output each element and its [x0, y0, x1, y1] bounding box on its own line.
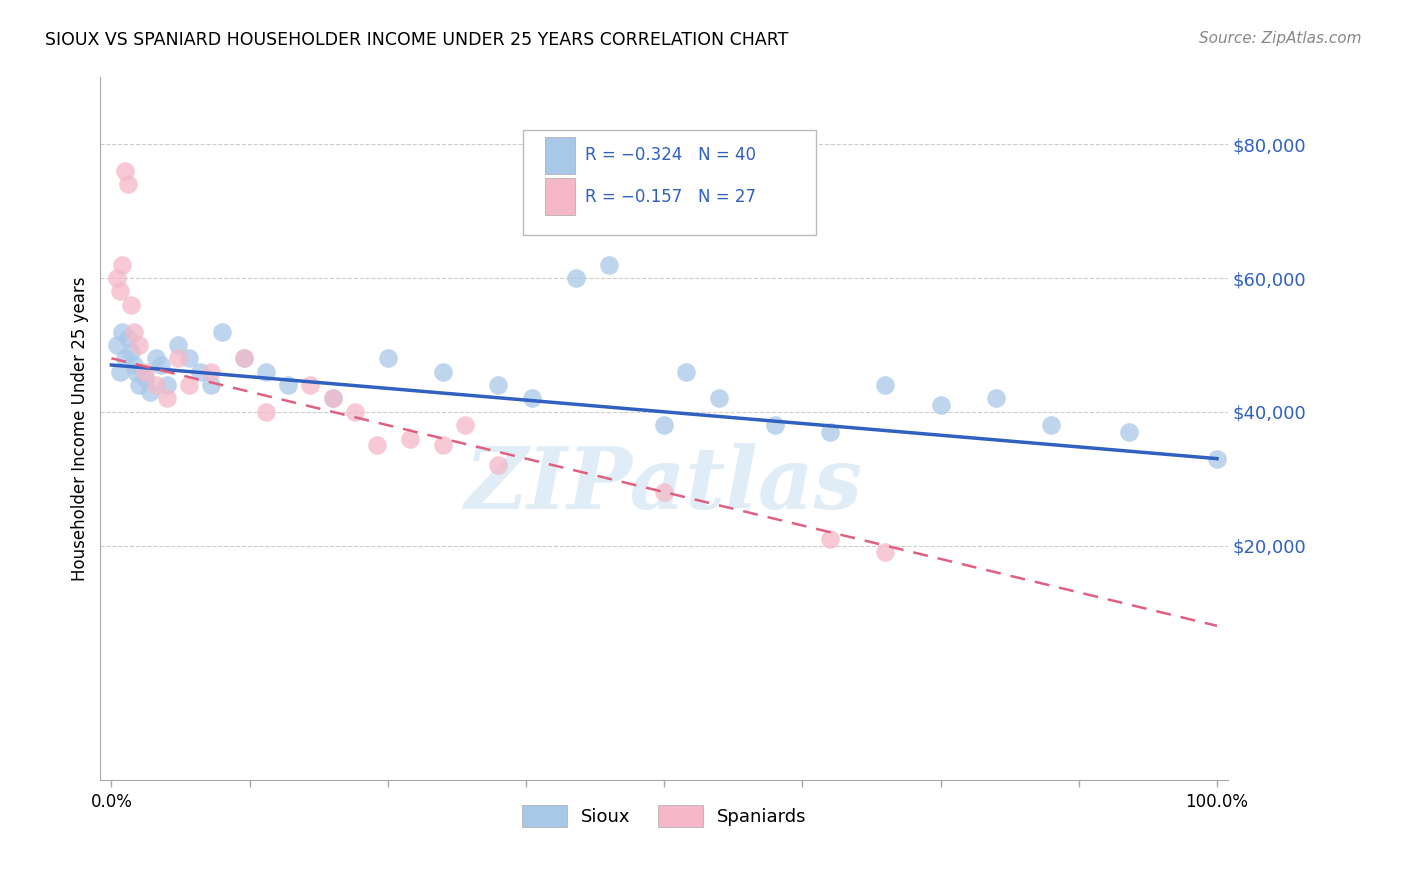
- Text: Source: ZipAtlas.com: Source: ZipAtlas.com: [1198, 31, 1361, 46]
- Point: [105, 271, 128, 285]
- Point: [110, 285, 132, 299]
- Y-axis label: Householder Income Under 25 years: Householder Income Under 25 years: [72, 277, 89, 581]
- Point: [120, 298, 142, 312]
- Point: [486, 458, 509, 473]
- Point: [139, 384, 162, 399]
- Point: [156, 378, 179, 392]
- Point: [211, 325, 233, 339]
- Point: [105, 338, 128, 352]
- Text: R = −0.157   N = 27: R = −0.157 N = 27: [585, 187, 756, 206]
- Point: [432, 365, 454, 379]
- Point: [114, 351, 136, 366]
- Point: [122, 325, 145, 339]
- Point: [128, 338, 150, 352]
- Point: [322, 392, 344, 406]
- Point: [166, 351, 188, 366]
- Point: [299, 378, 322, 392]
- Point: [277, 378, 299, 392]
- Point: [1118, 425, 1140, 439]
- Point: [984, 392, 1007, 406]
- Point: [233, 351, 256, 366]
- Text: 100.0%: 100.0%: [1185, 793, 1249, 811]
- Point: [875, 545, 897, 559]
- Point: [652, 485, 675, 500]
- Point: [1040, 418, 1063, 433]
- FancyBboxPatch shape: [544, 178, 575, 215]
- Point: [134, 371, 156, 385]
- Point: [1206, 451, 1229, 466]
- FancyBboxPatch shape: [544, 137, 575, 174]
- Point: [818, 425, 841, 439]
- Point: [177, 378, 200, 392]
- Legend: Sioux, Spaniards: Sioux, Spaniards: [515, 797, 814, 834]
- Text: 0.0%: 0.0%: [90, 793, 132, 811]
- Point: [145, 378, 167, 392]
- Point: [652, 418, 675, 433]
- Point: [399, 432, 422, 446]
- Point: [111, 258, 134, 272]
- Point: [156, 392, 179, 406]
- Point: [166, 338, 188, 352]
- Point: [117, 178, 139, 192]
- Point: [377, 351, 399, 366]
- Point: [709, 392, 731, 406]
- Point: [200, 365, 222, 379]
- Point: [177, 351, 200, 366]
- Point: [432, 438, 454, 452]
- Point: [366, 438, 388, 452]
- Point: [520, 392, 543, 406]
- Point: [486, 378, 509, 392]
- Text: ZIPatlas: ZIPatlas: [465, 443, 863, 526]
- Point: [454, 418, 477, 433]
- Point: [322, 392, 344, 406]
- Point: [598, 258, 620, 272]
- Point: [117, 331, 139, 345]
- Point: [564, 271, 586, 285]
- Point: [343, 405, 366, 419]
- Point: [120, 344, 142, 359]
- Point: [929, 398, 952, 412]
- Point: [110, 365, 132, 379]
- Point: [134, 365, 156, 379]
- Point: [114, 164, 136, 178]
- Text: R = −0.324   N = 40: R = −0.324 N = 40: [585, 146, 756, 164]
- Point: [763, 418, 786, 433]
- Text: SIOUX VS SPANIARD HOUSEHOLDER INCOME UNDER 25 YEARS CORRELATION CHART: SIOUX VS SPANIARD HOUSEHOLDER INCOME UND…: [45, 31, 789, 49]
- Point: [188, 365, 211, 379]
- Point: [145, 351, 167, 366]
- Point: [254, 405, 277, 419]
- Point: [150, 358, 173, 372]
- Point: [125, 365, 148, 379]
- Point: [200, 378, 222, 392]
- Point: [818, 532, 841, 546]
- Point: [675, 365, 697, 379]
- Point: [233, 351, 256, 366]
- Point: [875, 378, 897, 392]
- Point: [128, 378, 150, 392]
- Point: [122, 358, 145, 372]
- Point: [254, 365, 277, 379]
- FancyBboxPatch shape: [523, 130, 817, 235]
- Point: [111, 325, 134, 339]
